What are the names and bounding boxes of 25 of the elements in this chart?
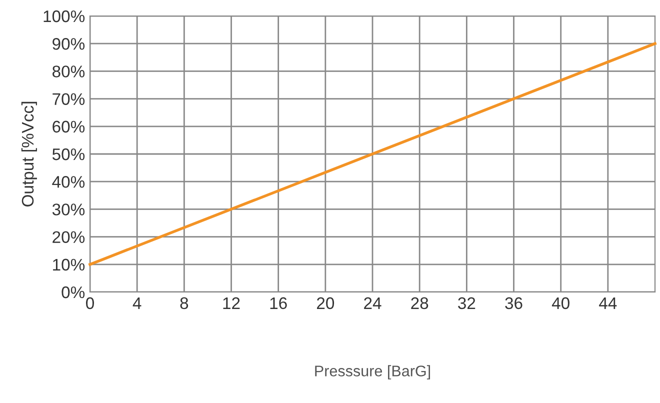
y-tick-label: 50% bbox=[52, 148, 85, 160]
y-axis-title: Output [%Vcc] bbox=[21, 102, 37, 206]
x-tick-label: 0 bbox=[86, 297, 94, 310]
x-tick-label: 20 bbox=[316, 297, 334, 310]
y-tick-label: 60% bbox=[52, 120, 85, 133]
x-tick-label: 12 bbox=[223, 297, 240, 309]
x-tick-label: 8 bbox=[180, 297, 188, 310]
x-axis-title: Presssure [BarG] bbox=[315, 365, 430, 380]
y-tick-label: 30% bbox=[52, 204, 85, 216]
x-tick-label: 16 bbox=[270, 297, 287, 310]
y-tick-label: 80% bbox=[52, 66, 85, 78]
x-tick-label: 40 bbox=[552, 297, 570, 310]
x-tick-label: 24 bbox=[364, 297, 382, 309]
y-tick-label: 10% bbox=[53, 258, 85, 271]
x-tick-label: 28 bbox=[411, 297, 428, 310]
x-tick-label: 36 bbox=[505, 297, 522, 310]
x-tick-label: 44 bbox=[599, 297, 617, 309]
y-tick-label: 0% bbox=[62, 286, 85, 298]
y-tick-label: 90% bbox=[52, 38, 85, 50]
y-tick-label: 100% bbox=[44, 10, 85, 22]
x-tick-label: 4 bbox=[132, 297, 142, 309]
y-tick-label: 40% bbox=[52, 176, 85, 188]
x-tick-label: 32 bbox=[458, 297, 476, 310]
y-tick-label: 20% bbox=[52, 231, 85, 244]
y-tick-label: 70% bbox=[52, 93, 85, 106]
